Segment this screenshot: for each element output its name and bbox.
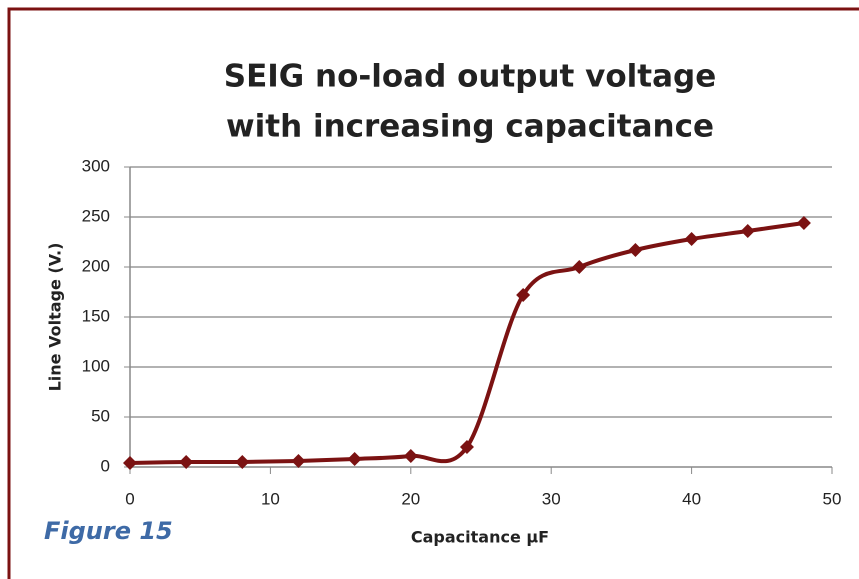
- x-tick-label: 0: [125, 489, 134, 508]
- marker: [347, 452, 362, 466]
- x-tick-label: 30: [542, 489, 561, 508]
- marker: [459, 440, 474, 454]
- x-tick-label: 40: [682, 489, 701, 508]
- caption: Figure 15: [44, 517, 173, 545]
- y-tick-label: 100: [82, 356, 110, 375]
- y-tick-label: 250: [82, 206, 110, 225]
- marker: [179, 455, 194, 469]
- marker: [684, 232, 699, 246]
- x-tick-label: 10: [261, 489, 280, 508]
- x-tick-label: 50: [823, 489, 842, 508]
- y-tick-label: 50: [91, 406, 110, 425]
- y-tick-label: 150: [82, 306, 110, 325]
- marker: [123, 456, 137, 470]
- y-tick-label: 0: [101, 456, 110, 475]
- marker: [796, 216, 811, 230]
- marker: [740, 224, 755, 238]
- chart-title: with increasing capacitance: [226, 109, 714, 145]
- y-tick-label: 200: [82, 256, 110, 275]
- marker: [628, 243, 643, 257]
- frame: [7, 7, 859, 579]
- y-axis-label: Line Voltage (V.): [46, 243, 65, 392]
- marker: [516, 288, 531, 302]
- y-tick-label: 300: [82, 156, 110, 175]
- x-tick-label: 20: [401, 489, 420, 508]
- chart-title: SEIG no-load output voltage: [224, 59, 716, 95]
- marker: [572, 260, 587, 274]
- x-axis-label: Capacitance µF: [411, 528, 549, 547]
- marker: [235, 455, 250, 469]
- line: [129, 221, 805, 465]
- marker: [403, 449, 418, 463]
- marker: [291, 454, 306, 468]
